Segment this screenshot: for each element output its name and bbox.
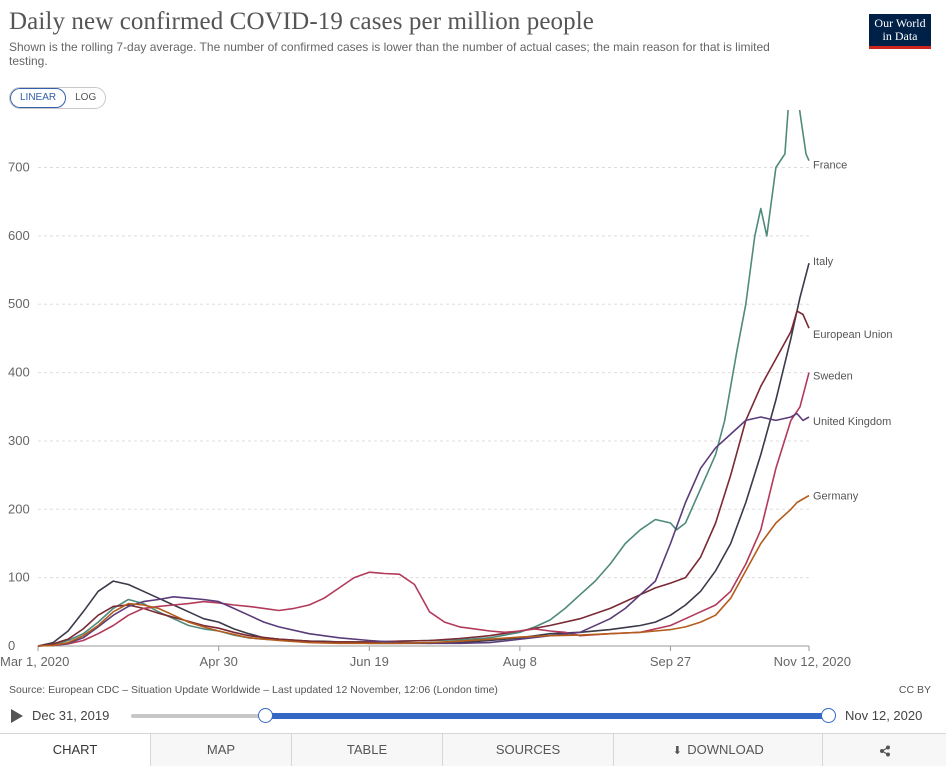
linear-scale-button[interactable]: LINEAR [10, 88, 67, 108]
scale-toggle: LINEAR LOG [9, 87, 107, 109]
y-tick-label: 300 [8, 433, 30, 448]
tab-download[interactable]: ⬇ DOWNLOAD [613, 734, 822, 766]
series-line-germany [37, 494, 810, 647]
log-scale-button[interactable]: LOG [75, 92, 97, 103]
source-text[interactable]: Source: European CDC – Situation Update … [9, 684, 498, 696]
tab-share[interactable] [822, 734, 946, 766]
tab-map[interactable]: MAP [150, 734, 291, 766]
series-line-france [37, 110, 810, 647]
tab-bar: CHART MAP TABLE SOURCES ⬇ DOWNLOAD [0, 733, 946, 766]
timeline-start-handle[interactable] [258, 708, 273, 723]
y-tick-label: 200 [8, 501, 30, 516]
owid-logo[interactable]: Our World in Data [869, 14, 931, 49]
tab-table[interactable]: TABLE [291, 734, 442, 766]
play-icon[interactable] [11, 709, 23, 723]
x-tick-label: Nov 12, 2020 [774, 654, 851, 669]
y-tick-label: 0 [8, 638, 15, 653]
line-chart: 0100200300400500600700800Mar 1, 2020Apr … [0, 110, 893, 669]
series-line-italy [37, 262, 810, 647]
license-link[interactable]: CC BY [898, 684, 931, 696]
chart-title: Daily new confirmed COVID-19 cases per m… [9, 8, 594, 35]
tab-chart[interactable]: CHART [0, 734, 150, 766]
chart-subtitle: Shown is the rolling 7-day average. The … [9, 40, 770, 68]
series-line-european-union [37, 310, 810, 647]
logo-line-2: in Data [882, 29, 918, 43]
x-tick-label: Sep 27 [650, 654, 691, 669]
x-tick-label: Jun 19 [350, 654, 389, 669]
timeline-end-label: Nov 12, 2020 [845, 708, 923, 723]
x-tick-label: Apr 30 [200, 654, 238, 669]
x-tick-label: Aug 8 [503, 654, 537, 669]
timeline: Dec 31, 2019 Nov 12, 2020 [0, 702, 949, 730]
timeline-start-label: Dec 31, 2019 [32, 708, 110, 723]
series-line-sweden [37, 372, 810, 647]
download-label: DOWNLOAD [687, 742, 764, 757]
logo-line-1: Our World [874, 16, 926, 30]
download-icon: ⬇ [672, 745, 682, 757]
series-label-european-union: European Union [813, 329, 893, 341]
y-tick-label: 400 [8, 365, 30, 380]
series-label-france: France [813, 160, 847, 172]
y-tick-label: 600 [8, 228, 30, 243]
y-tick-label: 700 [8, 160, 30, 175]
timeline-selected-range [265, 713, 830, 719]
series-label-italy: Italy [813, 256, 834, 268]
share-icon [879, 745, 890, 757]
series-label-sweden: Sweden [813, 371, 853, 383]
y-tick-label: 100 [8, 570, 30, 585]
series-label-germany: Germany [813, 491, 859, 503]
y-tick-label: 500 [8, 296, 30, 311]
x-tick-label: Mar 1, 2020 [0, 654, 69, 669]
timeline-end-handle[interactable] [821, 708, 836, 723]
tab-sources[interactable]: SOURCES [442, 734, 613, 766]
series-label-united-kingdom: United Kingdom [813, 416, 891, 428]
source-row: Source: European CDC – Situation Update … [9, 684, 931, 696]
